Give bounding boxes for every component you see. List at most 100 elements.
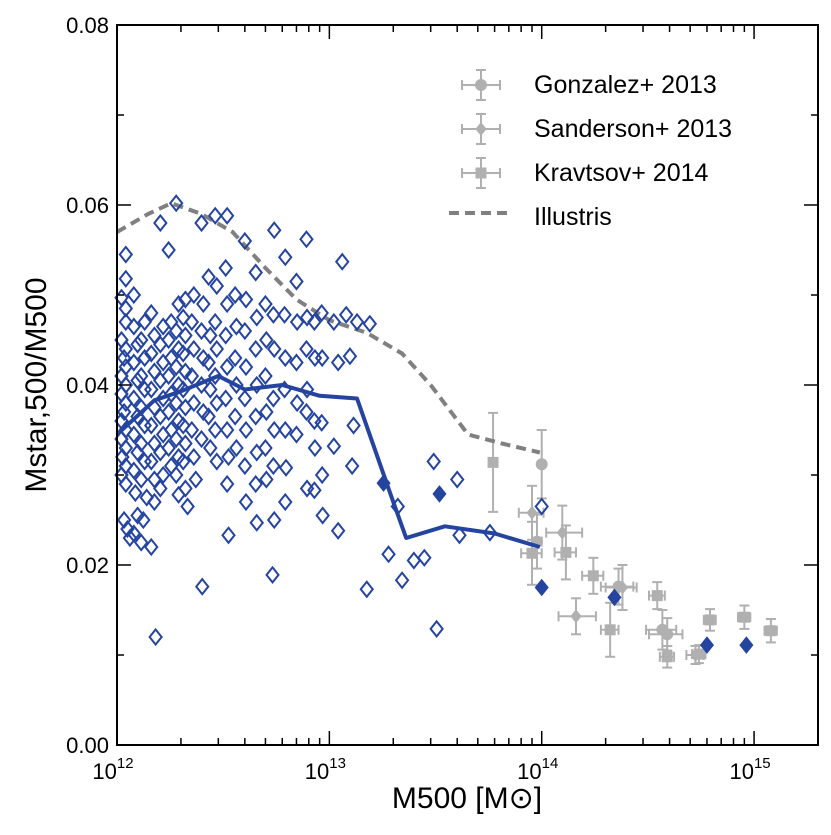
kravtsov-point bbox=[702, 608, 717, 632]
halo-point bbox=[238, 357, 254, 377]
halo-point bbox=[221, 526, 236, 545]
halo-point bbox=[248, 339, 263, 359]
sanderson-marker bbox=[526, 505, 538, 520]
halo-point bbox=[137, 452, 152, 471]
kravtsov-marker bbox=[661, 651, 673, 663]
halo-point bbox=[299, 339, 314, 359]
halo-point bbox=[130, 506, 145, 525]
halo-point bbox=[289, 272, 304, 291]
halo-point bbox=[227, 285, 243, 305]
halo-point bbox=[349, 312, 365, 332]
kravtsov-marker bbox=[526, 547, 538, 559]
gonzalez-point bbox=[535, 429, 548, 500]
halo-point bbox=[186, 339, 202, 359]
y-tick-label: 0.00 bbox=[66, 733, 109, 758]
kravtsov-marker bbox=[587, 570, 599, 582]
halo-point bbox=[315, 506, 330, 525]
halo-point bbox=[277, 305, 292, 324]
observational-data bbox=[487, 411, 778, 669]
x-tick-label: 1014 bbox=[517, 755, 558, 784]
halo-point bbox=[266, 221, 282, 240]
legend-square bbox=[475, 167, 487, 179]
halo-point bbox=[334, 252, 350, 271]
halo-point bbox=[381, 545, 396, 564]
halo-point bbox=[277, 492, 293, 512]
halo-point bbox=[265, 565, 280, 585]
halo-point bbox=[344, 456, 360, 476]
halo-point bbox=[194, 375, 209, 395]
halo-point bbox=[207, 312, 223, 332]
sanderson-marker bbox=[570, 609, 582, 624]
halo-point bbox=[184, 366, 200, 386]
halo-point bbox=[219, 357, 235, 377]
halo-point bbox=[137, 348, 152, 368]
y-tick-label: 0.04 bbox=[66, 373, 109, 398]
y-axis-title: Mstar,500/M500 bbox=[20, 277, 53, 492]
halo-point bbox=[249, 375, 265, 395]
halo-point bbox=[130, 335, 145, 354]
halo-point bbox=[238, 290, 254, 309]
sanderson-marker bbox=[689, 648, 702, 662]
halo-point bbox=[175, 344, 191, 363]
halo-point bbox=[314, 465, 330, 485]
halo-point bbox=[314, 348, 330, 368]
halo-point bbox=[161, 240, 176, 260]
x-tick-label: 1013 bbox=[305, 755, 346, 784]
y-tick-label: 0.06 bbox=[66, 193, 109, 218]
halo-point bbox=[330, 521, 346, 540]
halo-point bbox=[299, 230, 314, 249]
halo-point bbox=[139, 488, 154, 507]
halo-point bbox=[133, 434, 149, 453]
halo-point bbox=[118, 474, 134, 494]
halo-point bbox=[266, 339, 282, 359]
halo-point bbox=[248, 263, 263, 282]
halo-point bbox=[194, 577, 210, 596]
halo-point bbox=[116, 510, 132, 530]
halo-point bbox=[207, 206, 223, 225]
cluster-point bbox=[607, 588, 622, 607]
halo-point bbox=[229, 438, 244, 458]
gonzalez-marker bbox=[661, 628, 674, 641]
halo-point bbox=[338, 305, 354, 324]
x-tick-base: 10 bbox=[92, 759, 116, 784]
halo-point bbox=[229, 375, 244, 395]
halo-point bbox=[330, 353, 346, 372]
halo-point bbox=[218, 389, 233, 408]
halo-point bbox=[133, 366, 149, 386]
halo-point bbox=[314, 413, 329, 432]
x-tick-exponent: 12 bbox=[117, 755, 134, 772]
halo-point bbox=[207, 420, 223, 440]
kravtsov-marker bbox=[651, 590, 663, 602]
halo-point bbox=[118, 245, 134, 264]
halo-point bbox=[277, 248, 293, 267]
lines bbox=[115, 201, 541, 549]
halo-point bbox=[161, 402, 176, 422]
halo-point bbox=[201, 267, 216, 287]
halo-point bbox=[237, 321, 253, 341]
halo-point bbox=[417, 548, 432, 567]
legend-marker-2 bbox=[461, 157, 501, 189]
halo-point bbox=[143, 537, 159, 557]
halo-point bbox=[153, 213, 168, 233]
halo-point bbox=[116, 348, 132, 368]
halo-point bbox=[178, 326, 193, 345]
halo-point bbox=[346, 416, 361, 435]
halo-point bbox=[122, 528, 138, 548]
kravtsov-point bbox=[487, 411, 499, 513]
halo-point bbox=[248, 474, 263, 494]
cluster-point bbox=[534, 578, 549, 597]
halo-point bbox=[248, 407, 263, 426]
halo-point bbox=[218, 326, 233, 345]
halo-point bbox=[118, 312, 134, 332]
x-tick-base: 10 bbox=[517, 759, 541, 784]
halo-point bbox=[219, 474, 235, 494]
halo-point bbox=[258, 438, 273, 458]
halo-point bbox=[249, 513, 265, 532]
x-tick-exponent: 14 bbox=[542, 755, 559, 772]
halo-point bbox=[299, 308, 315, 327]
legend-label-gonzalez: Gonzalez+ 2013 bbox=[534, 71, 717, 99]
halo-point bbox=[394, 571, 410, 590]
sanderson-point bbox=[557, 597, 597, 636]
kravtsov-marker bbox=[560, 546, 572, 558]
